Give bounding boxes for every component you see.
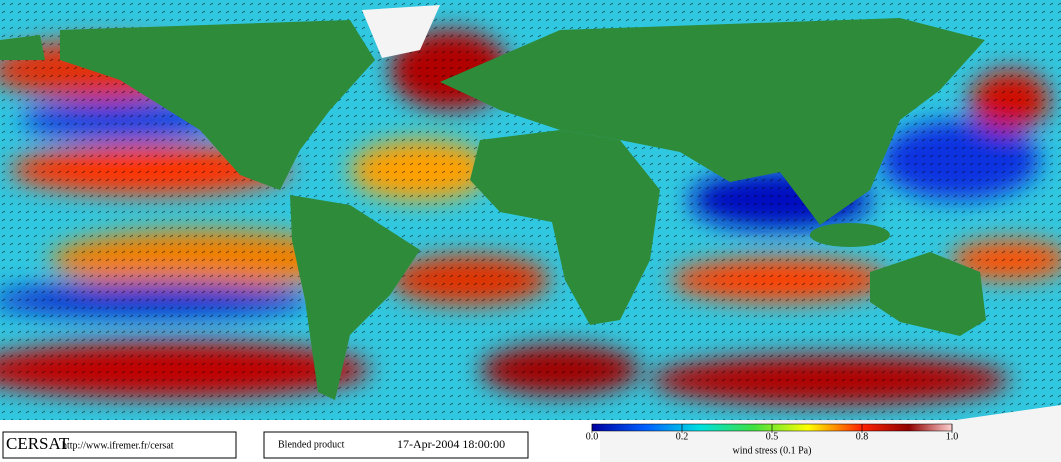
greenland [362,5,440,58]
url: http://www.ifremer.fr/cersat [62,440,174,451]
colorbar-tick-label: 0.0 [586,431,599,442]
land [0,18,986,400]
colorbar-tick-label: 0.5 [766,431,779,442]
siberia-west [0,35,45,60]
antarctica [600,405,1061,462]
south-america [290,195,420,400]
logo-box [2,431,237,459]
australia [870,252,986,336]
africa [470,130,660,325]
eurasia [440,18,985,225]
logo: CERSAT [6,434,70,453]
colorbar-ticks: 0.0 0.2 0.5 0.8 1.0 [586,424,959,442]
indonesia [810,223,890,247]
colorbar-tick-label: 0.8 [856,431,869,442]
colorbar-tick-label: 0.2 [676,431,689,442]
product: Blended product [278,439,345,450]
product-box [263,431,529,459]
colorbar-label: wind stress (0.1 Pa) [733,445,812,456]
colorbar-tick-label: 1.0 [946,431,959,442]
timestamp: 17-Apr-2004 18:00:00 [397,437,505,451]
north-america [60,20,375,190]
